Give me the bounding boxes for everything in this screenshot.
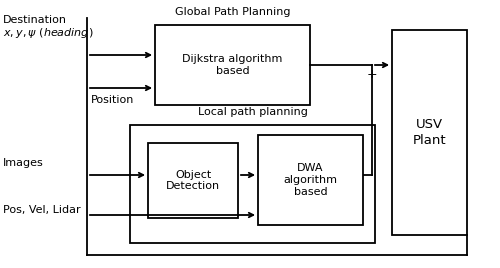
Bar bbox=[148, 143, 238, 218]
Text: Images: Images bbox=[3, 158, 44, 168]
Text: DWA
algorithm
based: DWA algorithm based bbox=[284, 163, 338, 197]
Text: Dijkstra algorithm
based: Dijkstra algorithm based bbox=[182, 54, 282, 76]
Text: USV
Plant: USV Plant bbox=[412, 118, 446, 147]
Text: Destination: Destination bbox=[3, 15, 67, 25]
Text: Local path planning: Local path planning bbox=[198, 107, 308, 117]
Text: Position: Position bbox=[91, 95, 134, 105]
Text: Global Path Planning: Global Path Planning bbox=[175, 7, 290, 17]
Text: Pos, Vel, Lidar: Pos, Vel, Lidar bbox=[3, 205, 80, 215]
Bar bbox=[155, 25, 310, 105]
Bar bbox=[130, 125, 375, 243]
Bar bbox=[258, 135, 363, 225]
Text: +: + bbox=[366, 69, 378, 81]
Text: Object
Detection: Object Detection bbox=[166, 170, 220, 191]
Text: $x, y, \psi$ ($heading$): $x, y, \psi$ ($heading$) bbox=[3, 26, 94, 40]
Bar bbox=[392, 30, 467, 235]
